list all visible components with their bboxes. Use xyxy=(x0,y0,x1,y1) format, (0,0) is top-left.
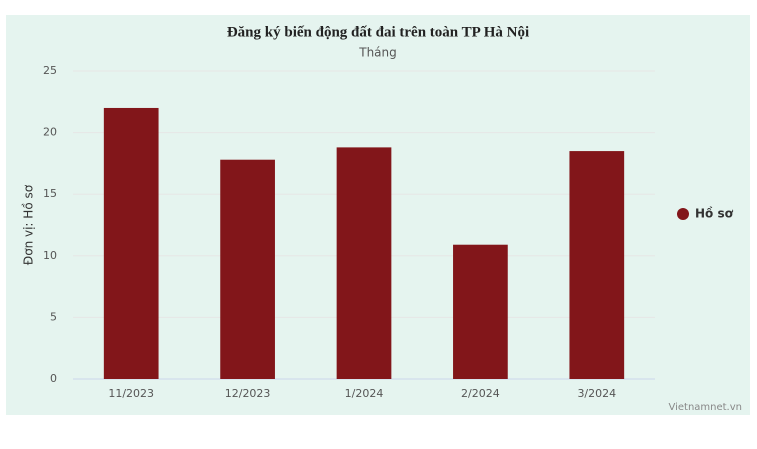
bar xyxy=(103,107,159,380)
x-tick-label: 1/2024 xyxy=(345,387,384,400)
y-axis-label: Đơn vị: Hồ sơ xyxy=(22,184,36,265)
y-tick-label: 15 xyxy=(43,187,57,200)
chart-subtitle: Tháng xyxy=(358,46,397,60)
x-tick-label: 11/2023 xyxy=(108,387,154,400)
legend-marker xyxy=(677,208,689,220)
legend-label: Hồ sơ xyxy=(695,207,734,221)
y-tick-label: 25 xyxy=(43,64,57,77)
x-tick-label: 12/2023 xyxy=(225,387,271,400)
y-tick-label: 5 xyxy=(50,310,57,323)
y-tick-label: 10 xyxy=(43,249,57,262)
bar xyxy=(220,159,275,379)
bar xyxy=(336,147,392,379)
bar xyxy=(569,151,625,379)
y-tick-label: 0 xyxy=(50,372,57,385)
chart-title: Đăng ký biến động đất đai trên toàn TP H… xyxy=(227,24,529,40)
bar xyxy=(453,244,508,379)
credit: Vietnamnet.vn xyxy=(668,402,742,413)
y-tick-label: 20 xyxy=(43,126,57,139)
x-tick-label: 2/2024 xyxy=(461,387,500,400)
x-tick-label: 3/2024 xyxy=(577,387,616,400)
